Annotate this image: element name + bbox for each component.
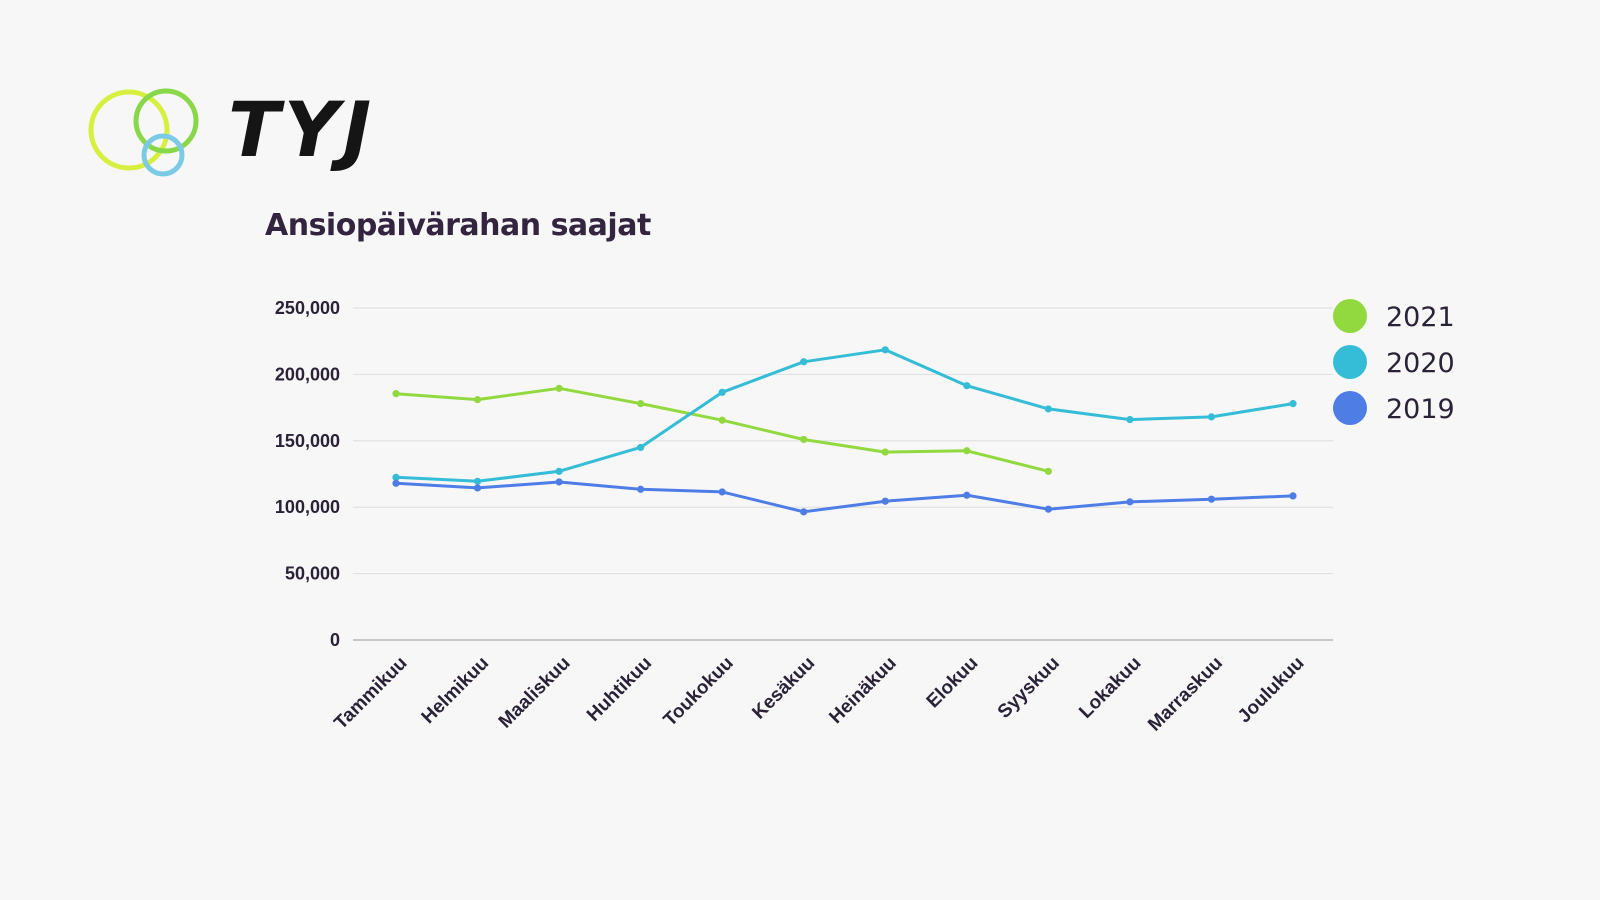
series-lines (392, 346, 1297, 516)
series-line (395, 386, 1049, 473)
x-tick-label: Toukokuu (660, 653, 738, 731)
ring-green (133, 88, 199, 154)
legend-item: 2021 (1333, 299, 1455, 333)
legend-item: 2020 (1333, 345, 1455, 379)
legend-label: 2021 (1386, 302, 1455, 333)
x-tick-label: Tammikuu (330, 653, 411, 734)
y-tick-label: 50,000 (285, 564, 340, 584)
ring-blue (141, 133, 185, 177)
chart-title: Ansiopäivärahan saajat (265, 208, 651, 243)
series-2021 (392, 384, 1052, 475)
legend-swatch (1333, 391, 1367, 425)
data-point (1044, 405, 1052, 413)
data-point (881, 448, 889, 456)
x-tick-label: Lokakuu (1075, 653, 1145, 723)
x-tick-label: Kesäkuu (748, 653, 819, 724)
legend-swatch (1333, 345, 1367, 379)
legend-label: 2020 (1386, 348, 1455, 379)
brand-logo: TYJ (88, 86, 398, 182)
data-point (555, 467, 563, 475)
data-point (392, 479, 400, 487)
legend-item: 2019 (1333, 391, 1455, 425)
gridlines (353, 307, 1333, 641)
series-2019 (392, 478, 1297, 516)
data-point (1289, 492, 1297, 500)
data-point (881, 346, 889, 354)
data-point (881, 497, 889, 505)
data-point (800, 358, 808, 366)
series-2020 (392, 346, 1297, 485)
y-tick-label: 100,000 (275, 497, 340, 517)
data-point (473, 484, 482, 492)
data-point (392, 390, 400, 398)
x-tick-label: Syyskuu (994, 653, 1064, 723)
x-axis-ticks: Tammikuu Helmikuu Maaliskuu Huhtikuu Toukoku… (330, 653, 1308, 736)
data-point (1126, 415, 1134, 424)
data-point (473, 477, 482, 485)
y-axis-ticks: 0 50,000 100,000 150,000 200,000 250,000 (275, 298, 340, 650)
x-tick-label: Elokuu (923, 653, 983, 713)
y-tick-label: 200,000 (275, 364, 340, 384)
data-point (963, 447, 971, 455)
x-tick-label: Joulukuu (1234, 653, 1309, 728)
data-point (637, 400, 645, 408)
x-tick-label: Huhtikuu (583, 653, 656, 726)
data-point (963, 491, 971, 499)
data-point (1207, 413, 1216, 421)
data-point (718, 416, 726, 424)
ring-yellow (88, 89, 170, 171)
data-point (555, 478, 563, 486)
data-point (473, 396, 482, 404)
x-tick-label: Heinäkuu (825, 653, 900, 728)
series-line (395, 480, 1294, 514)
x-tick-label: Helmikuu (418, 653, 493, 728)
data-point (1044, 467, 1052, 475)
x-tick-label: Maaliskuu (495, 653, 575, 733)
legend: 2021 2020 2019 (1333, 299, 1455, 425)
data-point (963, 382, 971, 390)
data-point (637, 443, 645, 452)
data-point (800, 435, 808, 444)
series-line (395, 348, 1294, 483)
data-point (1207, 495, 1216, 503)
legend-swatch (1333, 299, 1367, 333)
y-tick-label: 250,000 (275, 298, 340, 318)
data-point (1044, 505, 1052, 513)
data-point (1289, 400, 1297, 408)
data-point (555, 384, 563, 392)
legend-label: 2019 (1386, 394, 1455, 425)
brand-wordmark: TYJ (228, 85, 376, 174)
x-tick-label: Marraskuu (1144, 653, 1227, 736)
data-point (718, 488, 726, 496)
data-point (718, 388, 726, 396)
data-point (1126, 498, 1134, 506)
data-point (800, 508, 808, 516)
rings-icon (88, 88, 199, 177)
y-tick-label: 150,000 (275, 431, 340, 451)
data-point (392, 473, 400, 481)
y-tick-label: 0 (330, 630, 340, 650)
data-point (637, 485, 645, 493)
